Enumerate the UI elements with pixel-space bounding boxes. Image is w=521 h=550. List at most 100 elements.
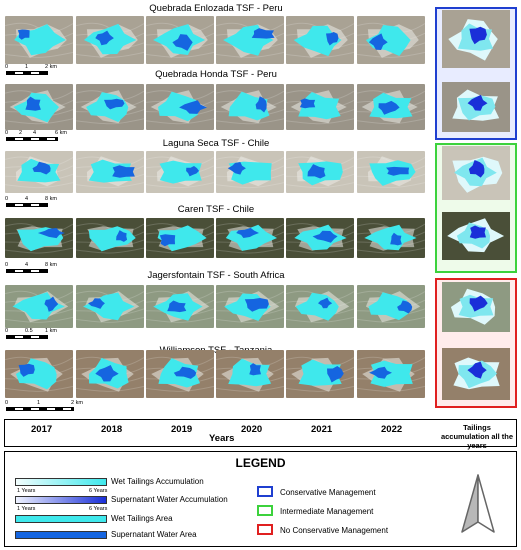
site-title: Laguna Seca TSF - Chile [162, 138, 270, 149]
tsf-map-thumbnail [76, 218, 144, 258]
scale-tick-label: 6 km [55, 130, 67, 136]
tsf-map-thumbnail [286, 151, 354, 193]
tsf-map-thumbnail [146, 285, 214, 328]
accumulation-map-thumbnail [442, 146, 510, 200]
year-label-2022: 2022 [381, 424, 403, 435]
legend-title: LEGEND [235, 456, 286, 470]
scale-bar: 0 2 4 6 km [5, 130, 75, 144]
tsf-map-thumbnail [5, 16, 73, 64]
tsf-map-thumbnail [357, 285, 425, 328]
intermediate-label: Intermediate Management [280, 507, 374, 516]
scale-tick-label: 0 [5, 130, 9, 136]
supernatant-accumulation-ramp [15, 496, 107, 504]
tsf-map-thumbnail [286, 285, 354, 328]
scale-tick-label: 2 km [45, 64, 57, 70]
tsf-map-thumbnail [76, 84, 144, 130]
scale-bar: 0 4 8 km [5, 262, 65, 276]
scale-tick-label: 4 [25, 196, 29, 202]
year-label-2018: 2018 [101, 424, 123, 435]
tsf-map-thumbnail [5, 151, 73, 193]
tsf-map-thumbnail [357, 151, 425, 193]
scale-bar: 0 1 2 km [5, 64, 65, 78]
scale-tick-label: 1 km [45, 328, 57, 334]
scale-tick-label: 8 km [45, 262, 57, 268]
year-label-2021: 2021 [311, 424, 333, 435]
scale-bar-graphic [6, 71, 48, 75]
scale-bar: 0 4 8 km [5, 196, 65, 210]
tsf-map-thumbnail [216, 350, 284, 398]
accumulation-map-thumbnail [442, 10, 510, 68]
scale-tick-label: 4 [25, 262, 29, 268]
years-axis: 2017 2018 2019 2020 2021 2022 Years Tail… [4, 419, 517, 450]
site-title: Quebrada Enlozada TSF - Peru [149, 3, 283, 14]
scale-tick-label: 2 km [71, 400, 83, 406]
scale-tick-label: 0.5 [25, 328, 33, 334]
site-title: Quebrada Honda TSF - Peru [155, 69, 277, 80]
tsf-map-thumbnail [357, 16, 425, 64]
tsf-map-thumbnail [146, 16, 214, 64]
tsf-map-thumbnail [216, 218, 284, 258]
tsf-map-thumbnail [216, 16, 284, 64]
tsf-map-thumbnail [286, 218, 354, 258]
scale-tick-label: 2 [19, 130, 23, 136]
scale-tick-label: 0 [5, 400, 9, 406]
tsf-map-thumbnail [76, 350, 144, 398]
scale-tick-label: 8 km [45, 196, 57, 202]
tsf-map-thumbnail [5, 218, 73, 258]
wet-tailings-area-label: Wet Tailings Area [111, 514, 173, 523]
tsf-map-thumbnail [5, 350, 73, 398]
scale-bar-graphic [6, 335, 48, 339]
year-label-2019: 2019 [171, 424, 193, 435]
scale-tick-label: 1 [37, 400, 41, 406]
scale-bar-graphic [6, 203, 48, 207]
tsf-map-thumbnail [357, 218, 425, 258]
tsf-map-thumbnail [146, 350, 214, 398]
no-conservative-swatch [257, 524, 273, 535]
scale-bar-graphic [6, 137, 58, 141]
intermediate-swatch [257, 505, 273, 516]
wet-accumulation-label: Wet Tailings Accumulation [111, 477, 204, 486]
scale-tick-label: 0 [5, 262, 9, 268]
tsf-map-thumbnail [216, 84, 284, 130]
tsf-map-thumbnail [286, 16, 354, 64]
tsf-map-thumbnail [216, 285, 284, 328]
scale-tick-label: 0 [5, 64, 9, 70]
conservative-swatch [257, 486, 273, 497]
accumulation-map-thumbnail [442, 82, 510, 132]
supernatant-ramp-min: 1 Years [17, 506, 36, 512]
years-caption: Years [209, 433, 235, 444]
tsf-map-thumbnail [146, 84, 214, 130]
scale-bar: 0 0.5 1 km [5, 328, 65, 342]
tsf-map-thumbnail [146, 151, 214, 193]
site-title: Jagersfontain TSF - South Africa [147, 270, 285, 281]
legend: LEGEND Wet Tailings Accumulation 1 Years… [4, 451, 517, 547]
year-label-2017: 2017 [31, 424, 53, 435]
scale-tick-label: 4 [33, 130, 37, 136]
tsf-map-thumbnail [146, 218, 214, 258]
wet-tailings-area-swatch [15, 515, 107, 523]
supernatant-ramp-max: 6 Years [89, 506, 108, 512]
no-conservative-label: No Conservative Management [280, 526, 389, 535]
scale-bar-graphic [6, 269, 48, 273]
tsf-map-thumbnail [286, 350, 354, 398]
supernatant-area-swatch [15, 531, 107, 539]
scale-tick-label: 0 [5, 196, 9, 202]
scale-tick-label: 0 [5, 328, 9, 334]
tsf-map-thumbnail [216, 151, 284, 193]
scale-bar: 0 1 2 km [5, 400, 91, 414]
tsf-map-thumbnail [357, 84, 425, 130]
site-title: Caren TSF - Chile [177, 204, 255, 215]
year-label-2020: 2020 [241, 424, 263, 435]
wet-accumulation-ramp [15, 478, 107, 486]
accumulation-map-thumbnail [442, 282, 510, 332]
tsf-map-thumbnail [286, 84, 354, 130]
supernatant-accumulation-label: Supernatant Water Accumulation [111, 495, 228, 504]
tsf-map-thumbnail [76, 151, 144, 193]
scale-tick-label: 1 [25, 64, 29, 70]
supernatant-area-label: Supernatant Water Area [111, 530, 197, 539]
wet-ramp-min: 1 Years [17, 488, 36, 494]
tsf-map-thumbnail [76, 16, 144, 64]
accumulation-map-thumbnail [442, 212, 510, 260]
site-title: Williamson TSF - Tanzania [159, 345, 273, 356]
tsf-map-thumbnail [357, 350, 425, 398]
